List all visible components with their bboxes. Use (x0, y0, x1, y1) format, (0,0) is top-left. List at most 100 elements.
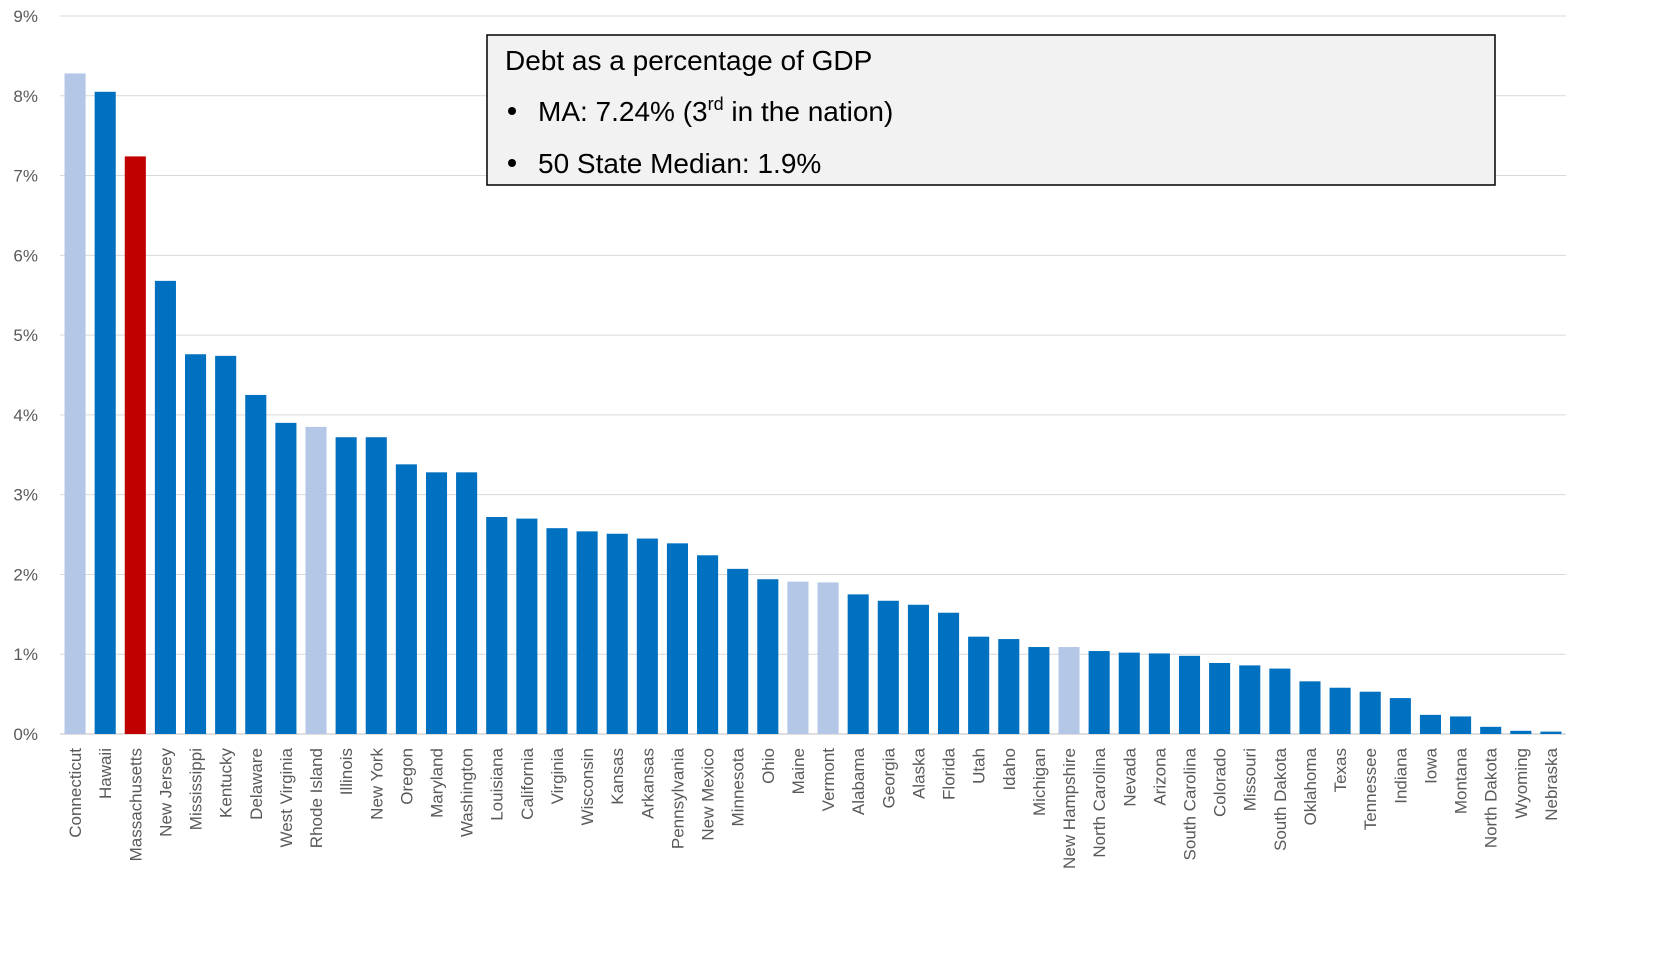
bar (787, 581, 809, 734)
annotation-box: Debt as a percentage of GDP MA: 7.24% (3… (486, 34, 1496, 186)
x-tick-label: New Hampshire (1060, 748, 1079, 869)
x-tick-label: Colorado (1211, 748, 1230, 817)
x-tick-label: Arkansas (638, 748, 657, 819)
y-axis-ticks: 0% 1% 2% 3% 4% 5% 6% 7% 8% 9% (13, 7, 38, 744)
x-tick-label: Louisiana (488, 747, 507, 820)
x-tick-label: Utah (970, 748, 989, 784)
x-tick-label: Vermont (819, 748, 838, 812)
bar (757, 579, 779, 734)
x-tick-label: Nevada (1120, 747, 1139, 806)
bar (184, 354, 207, 734)
bar (968, 636, 990, 734)
bar (606, 533, 628, 734)
bar (1450, 716, 1472, 734)
x-tick-label: Iowa (1421, 747, 1440, 783)
x-tick-label: California (518, 747, 537, 819)
bullet-icon (508, 107, 516, 115)
bar (1209, 662, 1231, 734)
x-tick-label: Tennessee (1361, 748, 1380, 830)
x-tick-label: Florida (940, 747, 959, 800)
bar (1239, 665, 1261, 734)
x-tick-label: Kentucky (217, 748, 236, 818)
y-tick-label: 4% (13, 406, 38, 425)
bar (1269, 668, 1291, 734)
bar (425, 472, 448, 734)
bar (1148, 653, 1170, 734)
x-tick-label: Mississippi (187, 748, 206, 830)
x-tick-label: Idaho (1000, 748, 1019, 791)
annotation-bullet-ma: MA: 7.24% (3rd in the nation) (538, 94, 893, 127)
bar (546, 528, 568, 734)
bar (937, 612, 960, 734)
y-tick-label: 9% (13, 7, 38, 26)
x-tick-label: Washington (458, 748, 477, 837)
annotation-bullet-median: 50 State Median: 1.9% (538, 148, 821, 179)
x-tick-label: Wyoming (1512, 748, 1531, 819)
annotation-title: Debt as a percentage of GDP (505, 45, 872, 76)
y-tick-label: 0% (13, 725, 38, 744)
bar (1118, 652, 1140, 734)
x-tick-label: Oregon (397, 748, 416, 805)
bar (215, 355, 237, 734)
x-tick-label: Nebraska (1542, 747, 1561, 820)
x-tick-label: New York (367, 748, 386, 820)
bar (245, 394, 267, 734)
x-tick-label: Georgia (879, 747, 898, 808)
bars (64, 73, 1562, 735)
bar (1480, 726, 1502, 734)
bar (94, 91, 116, 735)
bar (817, 582, 839, 734)
bar (998, 639, 1020, 734)
bar (365, 437, 387, 734)
annotation-bullet-ma-sup: rd (708, 94, 724, 114)
bar (64, 73, 86, 734)
x-tick-label: Alaska (909, 747, 928, 799)
x-tick-label: Maine (789, 748, 808, 794)
x-tick-label: New Jersey (156, 748, 175, 837)
x-tick-label: Massachusetts (126, 748, 145, 861)
bar (305, 426, 327, 734)
x-tick-label: Hawaii (96, 748, 115, 799)
bar (877, 600, 899, 734)
bar (1510, 730, 1532, 734)
bar (486, 517, 508, 734)
x-tick-label: North Dakota (1482, 747, 1501, 848)
bar (395, 464, 417, 734)
x-tick-label: Minnesota (729, 747, 748, 826)
bar (1058, 647, 1080, 734)
bar (576, 531, 598, 734)
bar (275, 422, 297, 734)
bar (1329, 687, 1351, 734)
bar (636, 538, 658, 734)
y-tick-label: 8% (13, 87, 38, 106)
annotation-box-background (486, 34, 1496, 186)
x-tick-label: Oklahoma (1301, 747, 1320, 825)
bar (1178, 655, 1201, 734)
bar (456, 472, 478, 734)
x-tick-label: West Virginia (277, 747, 296, 847)
bar (1088, 651, 1110, 734)
y-tick-label: 7% (13, 167, 38, 186)
x-tick-label: Virginia (548, 747, 567, 804)
x-tick-label: Delaware (247, 748, 266, 820)
y-tick-label: 5% (13, 326, 38, 345)
x-tick-label: Connecticut (66, 748, 85, 838)
bar (516, 518, 538, 734)
bar (335, 437, 357, 734)
bar (1419, 714, 1442, 734)
x-tick-label: South Carolina (1181, 747, 1200, 860)
y-tick-label: 3% (13, 486, 38, 505)
annotation-bullet-ma-prefix: MA: 7.24% (3 (538, 96, 708, 127)
y-tick-label: 1% (13, 645, 38, 664)
bullet-icon (508, 159, 516, 167)
bar (907, 604, 929, 734)
x-tick-label: South Dakota (1271, 747, 1290, 851)
x-tick-label: Kansas (608, 748, 627, 805)
x-tick-label: Montana (1452, 747, 1471, 814)
x-tick-label: Arizona (1150, 747, 1169, 805)
x-tick-label: Pennsylvania (668, 747, 687, 849)
x-tick-label: Maryland (428, 748, 447, 818)
bar (1540, 731, 1562, 734)
